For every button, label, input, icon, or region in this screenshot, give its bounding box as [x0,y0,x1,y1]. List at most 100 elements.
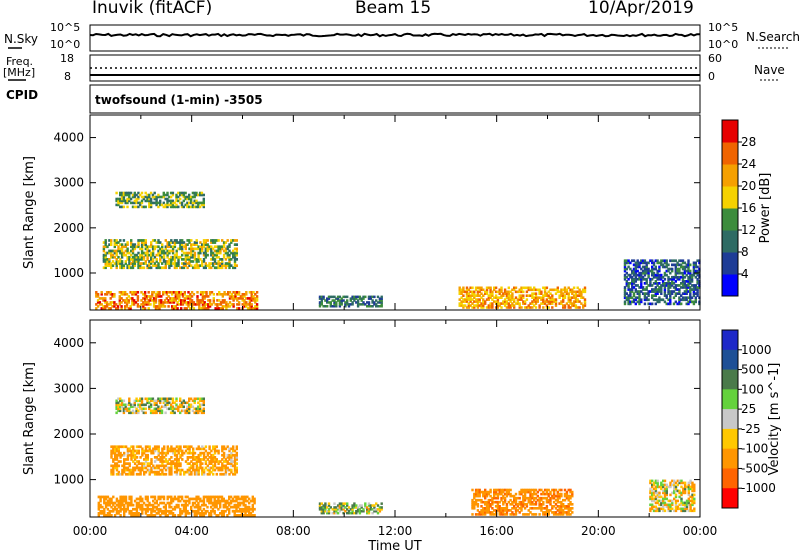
power-cell [660,259,663,263]
power-cell [190,299,194,302]
power-cell [215,262,218,265]
velocity-cell [199,458,202,461]
power-cell [250,297,253,300]
power-cell [629,296,632,300]
power-cell [505,296,509,299]
velocity-cell [128,447,131,451]
velocity-cell [220,514,224,517]
power-cell [507,306,510,309]
velocity-cell [132,470,135,474]
velocity-cell [168,468,171,472]
velocity-cell [148,397,151,401]
power-cell [225,293,228,296]
power-cell [667,277,670,281]
power-cell [118,301,121,304]
velocity-cell [554,488,558,492]
power-cell [125,299,129,302]
velocity-cell [248,505,251,509]
velocity-cell [356,506,360,509]
power-cell [157,201,160,205]
velocity-cell [474,513,478,516]
power-cell [151,293,154,296]
power-cell [582,306,585,309]
velocity-cell [202,472,206,476]
power-cell [236,291,239,294]
cpid-text: twofsound (1-min) -3505 [95,93,263,107]
power-cell [158,293,161,296]
y-tick-label: 4000 [53,336,84,350]
velocity-cell [496,494,500,498]
power-cell [636,259,639,263]
power-cell [115,262,118,265]
velocity-cell [478,492,481,496]
velocity-cell [177,451,180,455]
velocity-cell [551,488,554,492]
power-cell [349,297,352,300]
power-cell [476,294,480,297]
velocity-cell [505,513,509,516]
power-cell [122,266,126,270]
velocity-cell [141,507,144,511]
power-cell [126,205,129,209]
power-cell [656,277,659,281]
power-cell [536,288,539,292]
velocity-cell [502,507,505,510]
velocity-cell [480,513,483,516]
power-cell [189,195,193,199]
velocity-cell [157,503,160,507]
power-cell [149,197,153,201]
velocity-cell [110,514,113,517]
power-cell [190,245,193,249]
velocity-cell [177,514,180,517]
power-cell [643,296,647,300]
velocity-cell [114,451,117,455]
velocity-cell [523,490,527,494]
power-cell [531,292,534,295]
velocity-cell [471,500,474,504]
velocity-cell [324,506,327,509]
velocity-cell [547,513,550,516]
velocity-cell [198,403,202,407]
velocity-cell [177,460,180,463]
velocity-cell [355,506,358,509]
power-cell [683,271,687,275]
velocity-cell [126,407,129,411]
power-cell [485,298,489,301]
power-cell [168,199,171,203]
velocity-cell [173,462,177,465]
power-cell [133,247,137,251]
power-cell [228,245,231,249]
power-cell [487,296,490,299]
power-cell [681,298,685,302]
velocity-cell [135,456,139,459]
velocity-cell [173,507,177,511]
power-cell [505,302,509,305]
velocity-cell [199,507,202,511]
velocity-cell [689,507,692,511]
power-cell [329,301,332,304]
power-cell [331,305,334,308]
power-cell [638,261,641,265]
power-cell [175,199,178,203]
power-cell [167,301,170,304]
power-cell [480,296,483,299]
velocity-cell [130,451,133,455]
power-cell [236,303,239,306]
power-cell [631,277,634,281]
velocity-cell [199,505,202,509]
power-cell [219,293,223,296]
velocity-cell [567,488,570,492]
power-cell [197,205,200,209]
power-cell [95,295,98,298]
velocity-cell [180,403,184,407]
velocity-cell [237,501,240,505]
velocity-cell [248,512,251,515]
velocity-cell [197,460,200,463]
velocity-cell [119,514,122,517]
power-cell [687,282,690,285]
power-cell [181,239,184,242]
power-cell [254,299,257,302]
velocity-cell [155,466,159,470]
power-cell [478,290,481,294]
velocity-cell [133,456,137,459]
